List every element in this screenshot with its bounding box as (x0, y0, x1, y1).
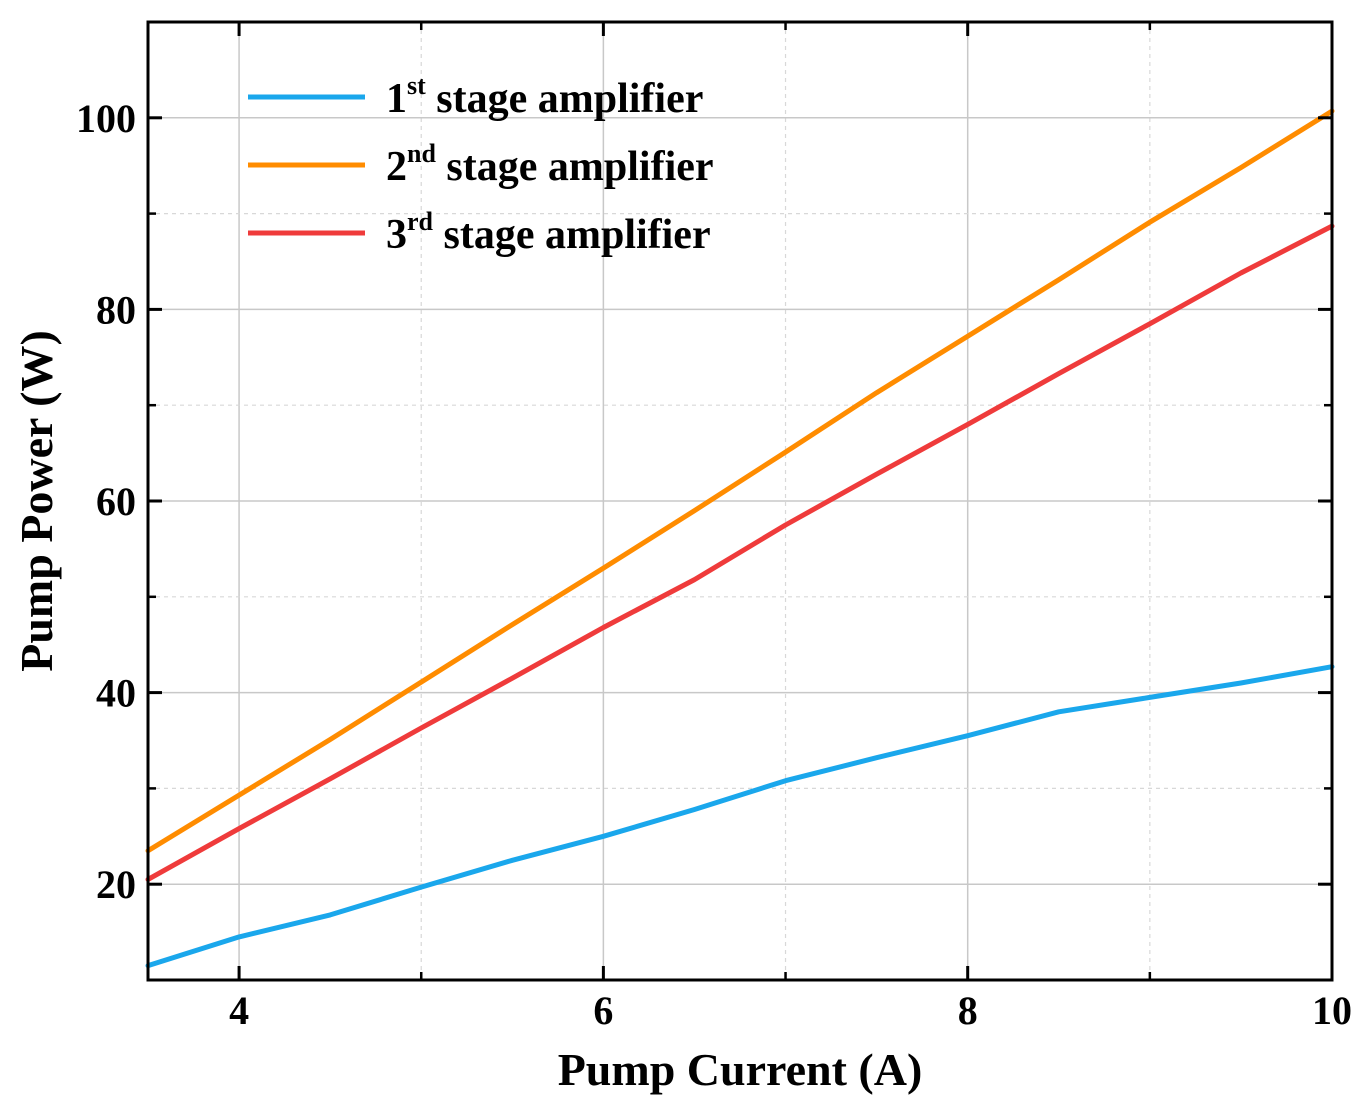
tick-labels: 4 6 8 10 20 40 60 80 100 (76, 96, 1352, 1033)
legend-text: stage amplifier (426, 76, 704, 122)
legend-text: stage amplifier (433, 212, 711, 258)
legend-label-2: 2nd stage amplifier (386, 139, 714, 190)
legend-item-3: 3rd stage amplifier (248, 207, 711, 258)
y-tick-label-40: 40 (96, 671, 136, 716)
axis-ticks (148, 22, 1334, 980)
legend-label-3: 3rd stage amplifier (386, 207, 711, 258)
series-line-2 (145, 108, 1335, 854)
legend-item-2: 2nd stage amplifier (248, 139, 714, 190)
x-tick-label-10: 10 (1312, 988, 1352, 1033)
grid (148, 22, 1333, 980)
series-layer (145, 108, 1335, 969)
series-line-1 (145, 664, 1335, 969)
legend-number: 2 (386, 144, 407, 190)
x-axis-title: Pump Current (A) (558, 1044, 923, 1095)
x-tick-label-4: 4 (229, 988, 249, 1033)
x-tick-label-8: 8 (958, 988, 978, 1033)
y-tick-label-60: 60 (96, 479, 136, 524)
x-tick-label-6: 6 (593, 988, 613, 1033)
legend-item-1: 1st stage amplifier (248, 71, 703, 122)
series-line-3 (145, 223, 1335, 882)
legend-number: 3 (386, 212, 407, 258)
legend-number: 1 (386, 76, 407, 122)
y-tick-label-20: 20 (96, 862, 136, 907)
legend-superscript: st (407, 71, 426, 100)
y-tick-label-100: 100 (76, 96, 136, 141)
y-axis-title: Pump Power (W) (11, 330, 62, 672)
legend-superscript: rd (407, 207, 434, 236)
legend-label-1: 1st stage amplifier (386, 71, 703, 122)
legend-superscript: nd (407, 139, 436, 168)
legend-text: stage amplifier (436, 144, 714, 190)
y-tick-label-80: 80 (96, 287, 136, 332)
